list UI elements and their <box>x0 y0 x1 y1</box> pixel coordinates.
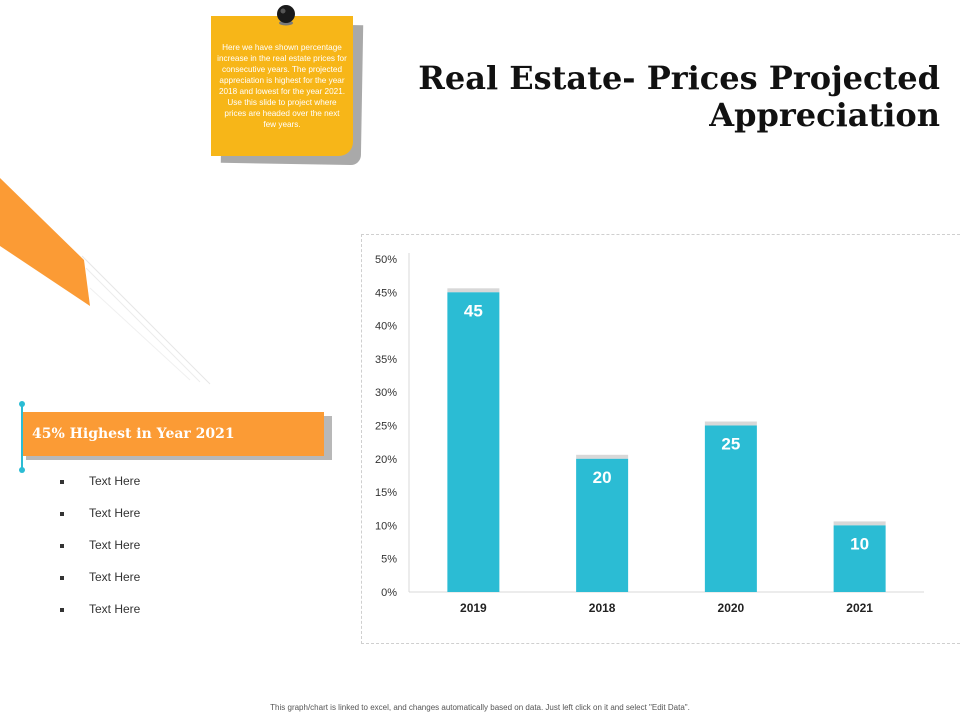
pushpin-icon <box>277 5 295 26</box>
sticky-note-text: Here we have shown percentage increase i… <box>217 43 347 129</box>
bullet-square-icon <box>60 608 64 612</box>
bullet-square-icon <box>60 480 64 484</box>
decorative-stripes <box>0 178 211 385</box>
data-label: 45 <box>464 301 483 320</box>
bar-chart: 0%5%10%15%20%25%30%35%40%45%50%452019202… <box>375 253 924 615</box>
footer-note: This graph/chart is linked to excel, and… <box>270 703 690 712</box>
bar-2018 <box>576 458 629 592</box>
banner-accent-line <box>21 404 23 470</box>
y-tick-label: 5% <box>381 554 397 566</box>
list-item: Text Here <box>60 474 140 506</box>
bar-shadow <box>447 288 500 293</box>
list-item: Text Here <box>60 570 140 602</box>
y-tick-label: 20% <box>375 454 397 466</box>
list-item: Text Here <box>60 506 140 538</box>
chart-frame <box>361 234 960 644</box>
bar-2019 <box>447 292 500 592</box>
list-item-text: Text Here <box>89 538 141 552</box>
banner-accent-dot-top <box>19 401 25 407</box>
x-tick-label: 2018 <box>589 601 616 615</box>
y-tick-label: 45% <box>375 287 397 299</box>
bar-2021 <box>833 525 886 592</box>
data-label: 20 <box>593 468 612 487</box>
x-tick-label: 2020 <box>718 601 745 615</box>
bullet-square-icon <box>60 576 64 580</box>
y-tick-label: 15% <box>375 487 397 499</box>
bar-shadow <box>833 521 886 526</box>
list-item-text: Text Here <box>89 570 141 584</box>
list-item: Text Here <box>60 538 140 570</box>
y-tick-label: 40% <box>375 321 397 333</box>
sticky-note: Here we have shown percentage increase i… <box>211 16 353 156</box>
bar-2020 <box>704 425 757 592</box>
y-tick-label: 25% <box>375 421 397 433</box>
bar-shadow <box>704 421 757 426</box>
list-item-text: Text Here <box>89 506 141 520</box>
bullet-square-icon <box>60 544 64 548</box>
list-item-text: Text Here <box>89 602 141 616</box>
data-label: 25 <box>721 435 740 454</box>
data-label: 10 <box>850 534 869 553</box>
bullet-list: Text Here Text Here Text Here Text Here … <box>60 474 140 634</box>
highlight-banner: 45% Highest in Year 2021 <box>22 412 324 456</box>
x-tick-label: 2019 <box>460 601 487 615</box>
bullet-square-icon <box>60 512 64 516</box>
y-tick-label: 10% <box>375 520 397 532</box>
x-tick-label: 2021 <box>846 601 873 615</box>
banner-accent-dot-bottom <box>19 467 25 473</box>
slide-title: Real Estate- Prices Projected Appreciati… <box>418 59 940 134</box>
y-tick-label: 0% <box>381 587 397 599</box>
y-tick-label: 50% <box>375 254 397 266</box>
list-item: Text Here <box>60 602 140 634</box>
bar-shadow <box>576 454 629 459</box>
highlight-text: 45% Highest in Year 2021 <box>32 426 235 442</box>
list-item-text: Text Here <box>89 474 141 488</box>
y-tick-label: 35% <box>375 354 397 366</box>
y-tick-label: 30% <box>375 387 397 399</box>
